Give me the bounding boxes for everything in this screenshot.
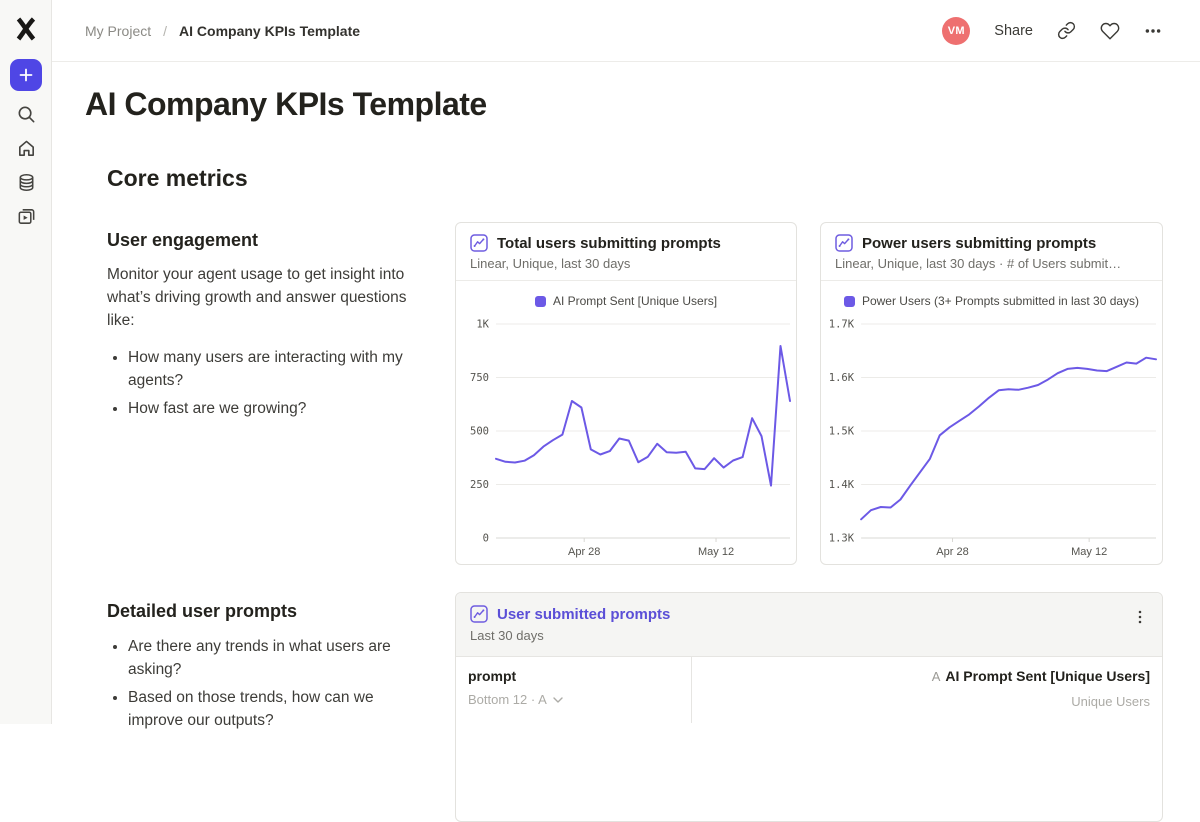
section-heading-core-metrics: Core metrics [107, 165, 248, 191]
copy-link-button[interactable] [1057, 21, 1076, 40]
list-item: Are there any trends in what users are a… [128, 636, 411, 682]
svg-text:May 12: May 12 [1071, 546, 1107, 558]
prompts-card-header: User submitted prompts Last 30 days [456, 593, 1162, 657]
chart-card-power-users: Power users submitting prompts Linear, U… [820, 222, 1163, 565]
svg-text:1.5K: 1.5K [829, 426, 855, 438]
breadcrumb: My Project / AI Company KPIs Template [85, 23, 360, 39]
share-button[interactable]: Share [994, 22, 1033, 39]
legend-label: AI Prompt Sent [Unique Users] [552, 294, 718, 308]
hex-logo[interactable] [12, 15, 40, 43]
chart-icon [835, 234, 853, 252]
database-icon [19, 173, 33, 191]
data-sources-button[interactable] [10, 166, 42, 198]
legend-swatch [534, 295, 546, 307]
chart-subtitle: Linear, Unique, last 30 days · # of User… [835, 256, 1122, 271]
favorite-button[interactable] [1100, 21, 1120, 41]
list-item: Based on those trends, how can we improv… [128, 687, 411, 733]
home-button[interactable] [10, 132, 42, 164]
column-sort-label: Bottom 12 · A [468, 692, 547, 707]
topbar-actions: VM Share [942, 16, 1162, 45]
detailed-prompts-heading: Detailed user prompts [107, 601, 298, 621]
chart-title: Total users submitting prompts [497, 234, 721, 252]
chart-card-header: Total users submitting prompts Linear, U… [456, 223, 796, 281]
chevron-down-icon [553, 696, 563, 703]
search-icon [18, 106, 34, 122]
ellipsis-icon [1145, 28, 1161, 33]
chart-card-header: Power users submitting prompts Linear, U… [821, 223, 1162, 281]
table-column-metric[interactable]: A AI Prompt Sent [Unique Users] Unique Us… [692, 657, 1162, 723]
svg-text:500: 500 [470, 426, 489, 438]
user-engagement-heading: User engagement [107, 230, 259, 250]
search-button[interactable] [10, 98, 42, 130]
table-column-prompt[interactable]: prompt Bottom 12 · A [456, 657, 692, 723]
chart-legend: AI Prompt Sent [Unique Users] [456, 294, 796, 308]
home-icon [18, 140, 34, 156]
plus-icon [19, 68, 33, 82]
apps-button[interactable] [10, 200, 42, 232]
legend-swatch [843, 295, 855, 307]
card-menu-button[interactable] [1128, 605, 1152, 629]
topbar: My Project / AI Company KPIs Template VM… [52, 0, 1200, 62]
svg-text:Apr 28: Apr 28 [936, 546, 968, 558]
column-subheader: Unique Users [1071, 694, 1150, 709]
breadcrumb-project[interactable]: My Project [85, 22, 152, 39]
detailed-prompts-block: Detailed user prompts Are there any tren… [107, 601, 411, 738]
chart-area: AI Prompt Sent [Unique Users] 0 250 500 750… [456, 281, 796, 561]
user-engagement-paragraph: Monitor your agent usage to get insight … [107, 266, 407, 329]
kebab-menu-icon [1138, 610, 1142, 624]
svg-text:0: 0 [483, 533, 489, 545]
svg-text:1.6K: 1.6K [829, 372, 855, 384]
user-engagement-block: User engagement Monitor your agent usage… [107, 230, 411, 426]
new-project-button[interactable] [10, 59, 42, 91]
user-engagement-list: How many users are interacting with my a… [107, 347, 411, 421]
line-chart: 1.3K 1.4K 1.5K 1.6K 1.7K Apr 28 May 12 [821, 281, 1162, 561]
svg-text:1K: 1K [476, 319, 489, 331]
prompts-card-title[interactable]: User submitted prompts [497, 605, 671, 623]
page-title: AI Company KPIs Template [85, 86, 487, 122]
svg-text:May 12: May 12 [698, 546, 734, 558]
avatar[interactable]: VM [942, 16, 971, 45]
column-header-prompt[interactable]: prompt [468, 668, 517, 684]
link-icon [1057, 21, 1076, 40]
heart-icon [1100, 22, 1120, 39]
chart-legend: Power Users (3+ Prompts submitted in las… [821, 294, 1162, 308]
chart-icon [470, 234, 488, 252]
column-type-badge: A [931, 669, 941, 684]
chart-title: Power users submitting prompts [862, 234, 1097, 252]
chart-area: Power Users (3+ Prompts submitted in las… [821, 281, 1162, 561]
left-sidebar [0, 0, 52, 724]
detailed-prompts-list: Are there any trends in what users are a… [107, 636, 411, 733]
list-item: How fast are we growing? [128, 398, 411, 421]
svg-text:Apr 28: Apr 28 [568, 546, 600, 558]
column-sort-control[interactable]: Bottom 12 · A [468, 692, 679, 707]
legend-label: Power Users (3+ Prompts submitted in las… [861, 294, 1140, 308]
apps-icon [18, 208, 34, 224]
svg-text:250: 250 [470, 479, 489, 491]
column-header-metric[interactable]: AI Prompt Sent [Unique Users] [945, 668, 1150, 684]
breadcrumb-separator: / [163, 22, 168, 39]
table-header-row: prompt Bottom 12 · A A AI Prompt Sent [Un… [456, 657, 1162, 723]
prompts-table-card: User submitted prompts Last 30 days prom… [455, 592, 1163, 822]
breadcrumb-page: AI Company KPIs Template [179, 22, 361, 39]
svg-text:750: 750 [470, 372, 489, 384]
more-options-button[interactable] [1144, 22, 1162, 40]
prompts-card-subtitle: Last 30 days [470, 628, 544, 643]
chart-subtitle: Linear, Unique, last 30 days [470, 256, 631, 271]
chart-icon [470, 605, 488, 623]
svg-text:1.3K: 1.3K [829, 533, 855, 545]
line-chart: 0 250 500 750 1K Apr 28 May 12 [456, 281, 796, 561]
svg-text:1.7K: 1.7K [829, 319, 855, 331]
chart-card-total-users: Total users submitting prompts Linear, U… [455, 222, 797, 565]
svg-text:1.4K: 1.4K [829, 479, 855, 491]
list-item: How many users are interacting with my a… [128, 347, 411, 393]
